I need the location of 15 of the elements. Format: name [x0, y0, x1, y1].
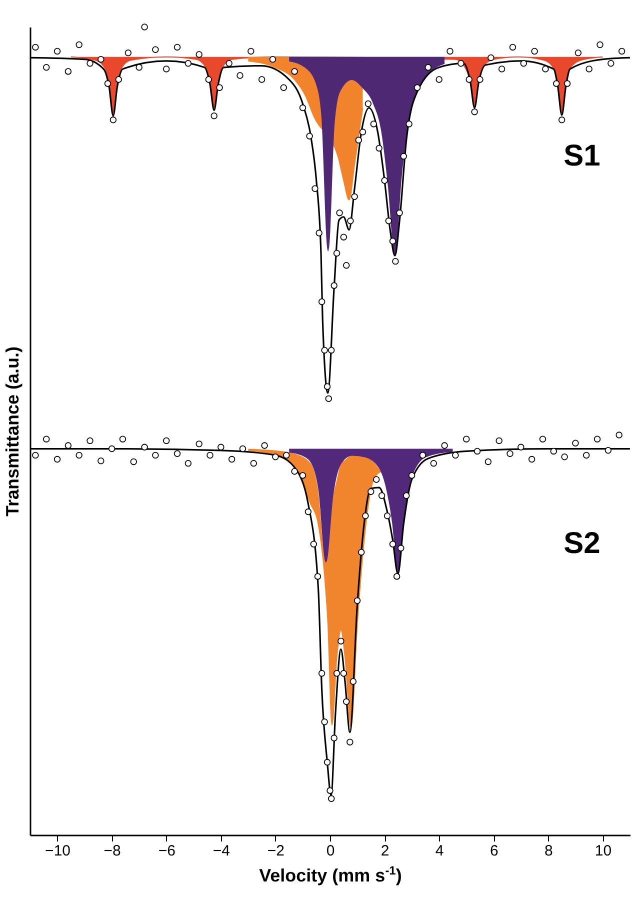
x-tick-label: 0 [326, 842, 335, 860]
annotation: S1 [564, 139, 600, 172]
x-tick-label: −8 [104, 842, 121, 860]
y-axis-title: Transmittance (a.u.) [2, 346, 22, 517]
x-tick-label: −10 [45, 842, 70, 860]
x-tick-label: −6 [158, 842, 176, 860]
x-tick-label: 10 [594, 842, 612, 860]
x-tick-label: −2 [267, 842, 285, 860]
x-tick-label: 8 [544, 842, 553, 860]
x-tick-label: 4 [435, 842, 444, 860]
annotation: S2 [564, 527, 600, 560]
x-tick-label: 6 [490, 842, 498, 860]
x-tick-label: −4 [212, 842, 230, 860]
x-tick-label: 2 [380, 842, 390, 860]
x-axis-title: Velocity (mm s$^{-1}$) [259, 864, 402, 886]
